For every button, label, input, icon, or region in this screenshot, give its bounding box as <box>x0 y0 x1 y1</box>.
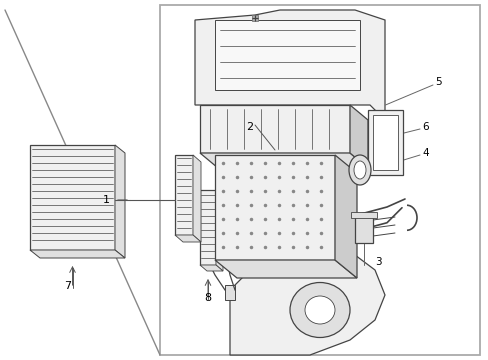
Polygon shape <box>195 10 384 120</box>
Text: 1: 1 <box>103 195 110 205</box>
Bar <box>350 212 376 218</box>
Polygon shape <box>193 155 201 242</box>
Bar <box>367 110 402 175</box>
Polygon shape <box>349 105 367 168</box>
Text: 3: 3 <box>374 257 381 267</box>
Bar <box>215 20 359 90</box>
Polygon shape <box>229 255 384 355</box>
Text: 2: 2 <box>245 122 252 132</box>
Polygon shape <box>200 265 223 271</box>
Polygon shape <box>216 190 223 271</box>
Polygon shape <box>115 145 125 258</box>
Text: 5: 5 <box>434 77 441 87</box>
Bar <box>372 115 397 170</box>
Text: 4: 4 <box>421 148 428 158</box>
Polygon shape <box>30 250 125 258</box>
Bar <box>30 145 115 250</box>
Bar <box>215 155 334 260</box>
Ellipse shape <box>353 161 365 179</box>
Text: 8: 8 <box>204 293 211 303</box>
Ellipse shape <box>289 283 349 338</box>
Polygon shape <box>334 155 356 278</box>
Polygon shape <box>224 285 235 300</box>
Polygon shape <box>200 153 367 168</box>
Bar <box>354 215 372 243</box>
Polygon shape <box>215 260 356 278</box>
Bar <box>175 155 193 235</box>
Bar <box>160 5 479 355</box>
Text: 6: 6 <box>421 122 428 132</box>
Bar <box>200 105 349 153</box>
Bar <box>200 190 216 265</box>
Text: 7: 7 <box>64 281 71 291</box>
Polygon shape <box>175 235 201 242</box>
Ellipse shape <box>348 155 370 185</box>
Ellipse shape <box>305 296 334 324</box>
